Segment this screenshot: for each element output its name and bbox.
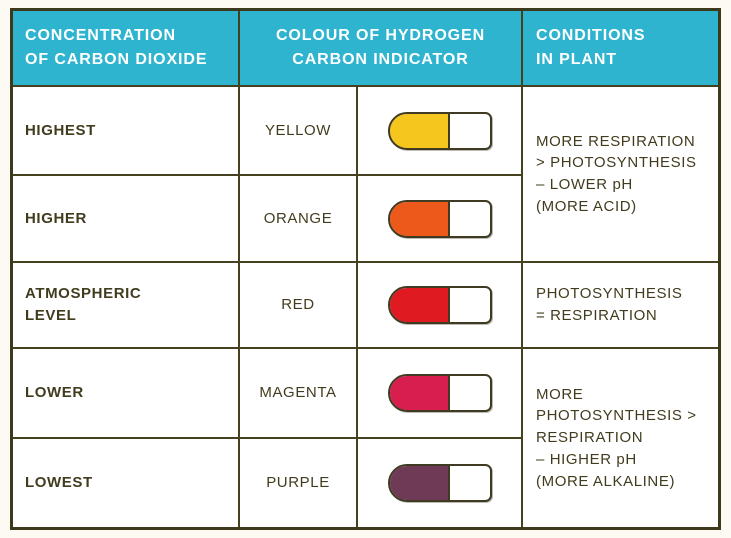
concentration-lowest: LOWEST — [13, 439, 238, 527]
capsule-fill-magenta — [389, 376, 450, 410]
capsule-fill-purple — [389, 466, 450, 500]
indicator-capsule-purple — [387, 464, 492, 502]
indicator-capsule-orange — [387, 199, 492, 238]
header-conditions: CONDITIONS IN PLANT — [523, 11, 718, 85]
header-colour-indicator: COLOUR OF HYDROGEN CARBON INDICATOR — [240, 11, 521, 85]
colour-name-orange: ORANGE — [240, 176, 356, 261]
concentration-highest: HIGHEST — [13, 87, 238, 174]
capsule-cell-purple — [358, 439, 521, 527]
indicator-table: CONCENTRATION OF CARBON DIOXIDE COLOUR O… — [10, 8, 721, 530]
capsule-fill-red — [389, 288, 450, 322]
colour-name-purple: PURPLE — [240, 439, 356, 527]
colour-name-yellow: YELLOW — [240, 87, 356, 174]
concentration-atmospheric: ATMOSPHERIC LEVEL — [13, 263, 238, 347]
indicator-capsule-magenta — [387, 374, 492, 412]
conditions-equal: PHOTOSYNTHESIS = RESPIRATION — [523, 263, 718, 347]
capsule-cell-orange — [358, 176, 521, 261]
header-concentration: CONCENTRATION OF CARBON DIOXIDE — [13, 11, 238, 85]
colour-name-red: RED — [240, 263, 356, 347]
concentration-higher: HIGHER — [13, 176, 238, 261]
capsule-cell-yellow — [358, 87, 521, 174]
conditions-more-respiration: MORE RESPIRATION > PHOTOSYNTHESIS – LOWE… — [523, 87, 718, 261]
capsule-cell-red — [358, 263, 521, 347]
conditions-more-photosynthesis: MORE PHOTOSYNTHESIS > RESPIRATION – HIGH… — [523, 349, 718, 527]
indicator-capsule-yellow — [387, 111, 492, 150]
capsule-cell-magenta — [358, 349, 521, 437]
indicator-capsule-red — [387, 286, 492, 324]
concentration-lower: LOWER — [13, 349, 238, 437]
colour-name-magenta: MAGENTA — [240, 349, 356, 437]
capsule-fill-yellow — [389, 113, 450, 148]
capsule-fill-orange — [389, 201, 450, 236]
